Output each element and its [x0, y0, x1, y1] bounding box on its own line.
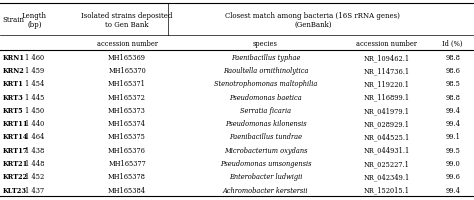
Text: MH165372: MH165372	[108, 93, 146, 101]
Text: 1 460: 1 460	[25, 54, 44, 62]
Text: 1 459: 1 459	[25, 67, 44, 75]
Text: 99.1: 99.1	[445, 133, 460, 141]
Text: MH165376: MH165376	[108, 146, 146, 154]
Text: NR_044931.1: NR_044931.1	[363, 146, 410, 154]
Text: Paenibacillus typhae: Paenibacillus typhae	[231, 54, 300, 62]
Text: KRT11: KRT11	[2, 120, 28, 128]
Text: KLT23: KLT23	[2, 186, 27, 194]
Text: Microbacterium oxydans: Microbacterium oxydans	[224, 146, 307, 154]
Text: 99.4: 99.4	[445, 106, 460, 114]
Text: MH165374: MH165374	[108, 120, 146, 128]
Text: NR_028929.1: NR_028929.1	[363, 120, 410, 128]
Text: MH165371: MH165371	[108, 80, 146, 88]
Text: Raoultella ornithinolytica: Raoultella ornithinolytica	[223, 67, 308, 75]
Text: 98.6: 98.6	[445, 67, 460, 75]
Text: KRT21: KRT21	[2, 159, 28, 167]
Text: KRT1: KRT1	[2, 80, 23, 88]
Text: Stenotrophomonas maltophilia: Stenotrophomonas maltophilia	[214, 80, 317, 88]
Text: MH165378: MH165378	[108, 172, 146, 180]
Text: Length
(bp): Length (bp)	[22, 11, 47, 29]
Text: 1 454: 1 454	[25, 80, 44, 88]
Text: NR_116899.1: NR_116899.1	[363, 93, 410, 101]
Text: KRT14: KRT14	[2, 133, 28, 141]
Text: species: species	[253, 40, 278, 47]
Text: NR_042349.1: NR_042349.1	[363, 172, 410, 180]
Text: 99.4: 99.4	[445, 186, 460, 194]
Text: 1 445: 1 445	[25, 93, 44, 101]
Text: MH165369: MH165369	[108, 54, 146, 62]
Text: 99.4: 99.4	[445, 120, 460, 128]
Text: Isolated strains deposited
to Gen Bank: Isolated strains deposited to Gen Bank	[82, 11, 173, 29]
Text: Pseudomonas umsongensis: Pseudomonas umsongensis	[219, 159, 311, 167]
Text: KRT17: KRT17	[2, 146, 28, 154]
Text: KRN2: KRN2	[2, 67, 24, 75]
Text: KRT5: KRT5	[2, 106, 23, 114]
Text: 1 437: 1 437	[25, 186, 44, 194]
Text: 1 448: 1 448	[25, 159, 44, 167]
Text: MH165370: MH165370	[108, 67, 146, 75]
Text: Pseudomonas baetica: Pseudomonas baetica	[229, 93, 302, 101]
Text: 1 452: 1 452	[25, 172, 44, 180]
Text: 98.5: 98.5	[445, 80, 460, 88]
Text: 98.8: 98.8	[445, 54, 460, 62]
Text: MH165377: MH165377	[108, 159, 146, 167]
Text: NR_025227.1: NR_025227.1	[364, 159, 409, 167]
Text: 1 464: 1 464	[25, 133, 44, 141]
Text: accession number: accession number	[356, 40, 417, 47]
Text: Strain: Strain	[2, 16, 24, 24]
Text: KRT3: KRT3	[2, 93, 23, 101]
Text: KRN1: KRN1	[2, 54, 24, 62]
Text: MH165384: MH165384	[108, 186, 146, 194]
Text: Enterobacter ludwigii: Enterobacter ludwigii	[229, 172, 302, 180]
Text: NR_119220.1: NR_119220.1	[363, 80, 410, 88]
Text: Achromobacter kerstersii: Achromobacter kerstersii	[223, 186, 308, 194]
Text: 98.8: 98.8	[445, 93, 460, 101]
Text: KRT22: KRT22	[2, 172, 27, 180]
Text: 1 438: 1 438	[25, 146, 44, 154]
Text: Serratia ficaria: Serratia ficaria	[240, 106, 291, 114]
Text: 99.0: 99.0	[445, 159, 460, 167]
Text: NR_114736.1: NR_114736.1	[363, 67, 410, 75]
Text: MH165375: MH165375	[108, 133, 146, 141]
Text: NR_044525.1: NR_044525.1	[363, 133, 410, 141]
Text: accession number: accession number	[97, 40, 157, 47]
Text: NR_041979.1: NR_041979.1	[363, 106, 410, 114]
Text: NR_109462.1: NR_109462.1	[363, 54, 410, 62]
Text: Paenibacillus tundrae: Paenibacillus tundrae	[229, 133, 302, 141]
Text: Closest match among bacteria (16S rRNA genes)
(GenBank): Closest match among bacteria (16S rRNA g…	[226, 11, 400, 29]
Text: 1 450: 1 450	[25, 106, 44, 114]
Text: 1 440: 1 440	[25, 120, 44, 128]
Text: MH165373: MH165373	[108, 106, 146, 114]
Text: Id (%): Id (%)	[442, 40, 463, 47]
Text: 99.6: 99.6	[445, 172, 460, 180]
Text: Pseudomonas kilonensis: Pseudomonas kilonensis	[225, 120, 306, 128]
Text: NR_152015.1: NR_152015.1	[363, 186, 410, 194]
Text: 99.5: 99.5	[445, 146, 460, 154]
